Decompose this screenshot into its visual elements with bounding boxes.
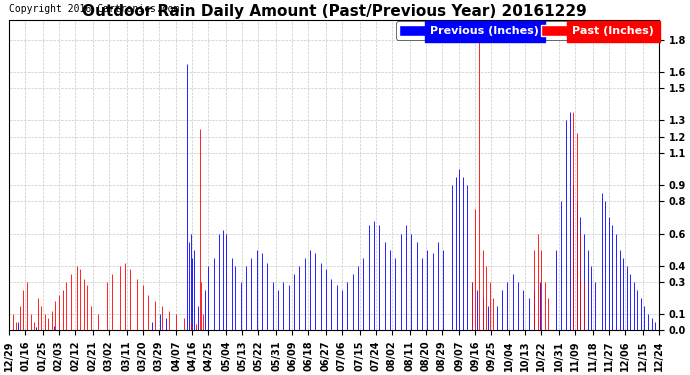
Legend: Previous (Inches), Past (Inches): Previous (Inches), Past (Inches) [396,21,658,39]
Text: Copyright 2016 Cartronics.com: Copyright 2016 Cartronics.com [9,4,179,14]
Title: Outdoor Rain Daily Amount (Past/Previous Year) 20161229: Outdoor Rain Daily Amount (Past/Previous… [81,4,586,19]
